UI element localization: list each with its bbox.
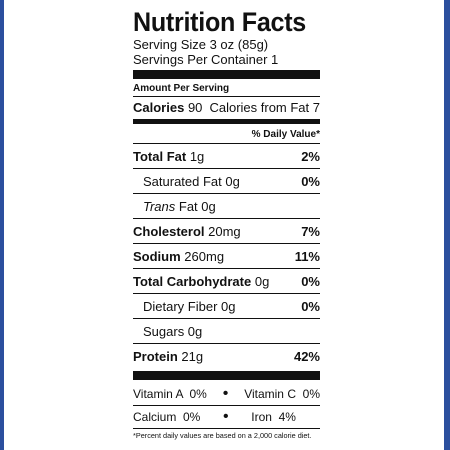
trans-italic: Trans [143,198,176,214]
protein-row: Protein 21g 42% [133,344,320,368]
divider [133,293,320,294]
divider [133,143,320,144]
vitamin-a: Vitamin A 0% [133,387,207,401]
thick-divider [133,371,320,380]
divider [133,218,320,219]
total-fat-row: Total Fat 1g 2% [133,144,320,168]
saturated-fat-dv: 0% [301,173,320,189]
dietary-fiber-label: Dietary Fiber 0g [143,298,236,314]
total-carbohydrate-row: Total Carbohydrate 0g 0% [133,269,320,293]
total-fat-dv: 2% [301,148,320,164]
saturated-fat-label: Saturated Fat 0g [143,173,240,189]
sodium-label: Sodium [133,248,181,264]
total-fat-label: Total Fat [133,148,187,164]
calories-value: 90 [187,99,203,115]
sodium-amount: 260mg [184,248,225,264]
protein-label: Protein [133,348,178,364]
minerals-row: Calcium 0% • Iron 4% [133,406,320,428]
cholesterol-row: Cholesterol 20mg 7% [133,219,320,243]
divider [133,318,320,319]
divider [133,193,320,194]
divider [133,428,320,429]
calories-from-fat: Calories from Fat 7 [209,99,320,115]
total-fat-amount: 1g [189,148,205,164]
thick-divider [133,70,320,79]
cholesterol-label: Cholesterol [133,223,205,239]
bullet-separator: • [223,408,229,425]
servings-per-container: Servings Per Container 1 [133,52,279,67]
nutrition-facts-label: Nutrition Facts Serving Size 3 oz (85g) … [127,0,324,450]
divider [133,405,320,406]
carbohydrate-amount: 0g [254,273,270,289]
footnote: *Percent daily values are based on a 2,0… [133,431,312,440]
daily-value-header: % Daily Value* [251,129,320,140]
bullet-separator: • [222,385,229,402]
cholesterol-amount: 20mg [208,223,241,239]
label-title: Nutrition Facts [133,7,306,37]
calories-row: Calories 90 Calories from Fat 7 [133,97,320,117]
amount-per-serving: Amount Per Serving [133,83,230,94]
trans-fat-rest: Fat 0g [178,198,216,214]
left-edge-band [0,0,4,450]
divider [133,268,320,269]
protein-amount: 21g [181,348,204,364]
medium-divider [133,119,320,124]
saturated-fat-row: Saturated Fat 0g 0% [133,169,320,193]
carbohydrate-dv: 0% [301,273,320,289]
vitamin-c: Vitamin C 0% [244,387,320,401]
cholesterol-dv: 7% [301,223,320,239]
carbohydrate-label: Total Carbohydrate [133,273,252,289]
divider [133,96,320,97]
sugars-label: Sugars 0g [143,323,203,339]
dietary-fiber-dv: 0% [301,298,320,314]
vitamins-row: Vitamin A 0% • Vitamin C 0% [133,383,320,405]
divider [133,243,320,244]
sodium-row: Sodium 260mg 11% [133,244,320,268]
iron: Iron 4% [251,410,296,424]
divider [133,168,320,169]
calcium: Calcium 0% [133,410,201,424]
divider [133,343,320,344]
sugars-row: Sugars 0g [133,319,320,343]
dietary-fiber-row: Dietary Fiber 0g 0% [133,294,320,318]
serving-size: Serving Size 3 oz (85g) [133,37,269,52]
trans-fat-row: Trans Fat 0g [133,194,320,218]
protein-dv: 42% [293,348,320,364]
calories-label: Calories [133,99,185,115]
sodium-dv: 11% [294,248,320,264]
right-edge-band [444,0,450,450]
